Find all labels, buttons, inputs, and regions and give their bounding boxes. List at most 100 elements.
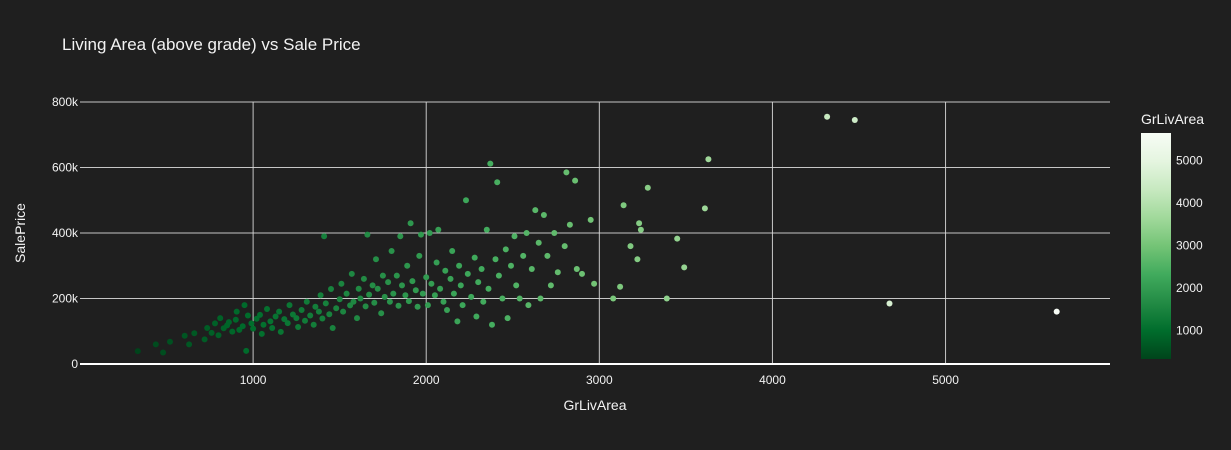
data-point[interactable] — [824, 113, 831, 120]
data-point[interactable] — [537, 295, 544, 302]
data-point[interactable] — [286, 302, 293, 309]
data-point[interactable] — [423, 274, 430, 281]
data-point[interactable] — [340, 308, 347, 315]
data-point[interactable] — [333, 305, 340, 312]
data-point[interactable] — [419, 290, 426, 297]
data-point[interactable] — [886, 300, 893, 307]
data-point[interactable] — [381, 293, 388, 300]
data-point[interactable] — [328, 286, 334, 292]
data-point[interactable] — [523, 230, 530, 236]
data-point[interactable] — [298, 307, 305, 313]
data-point[interactable] — [284, 320, 291, 327]
data-point[interactable] — [544, 252, 551, 259]
data-point[interactable] — [483, 226, 490, 233]
data-point[interactable] — [551, 230, 558, 236]
data-point[interactable] — [293, 315, 300, 322]
data-point[interactable] — [705, 156, 712, 163]
data-point[interactable] — [319, 315, 326, 322]
data-point[interactable] — [409, 278, 416, 285]
data-point[interactable] — [239, 323, 246, 330]
data-point[interactable] — [535, 239, 542, 246]
data-point[interactable] — [471, 254, 478, 261]
data-point[interactable] — [348, 270, 355, 277]
data-point[interactable] — [357, 295, 364, 302]
data-point[interactable] — [426, 230, 433, 236]
data-point[interactable] — [272, 313, 279, 320]
data-point[interactable] — [511, 233, 518, 240]
data-point[interactable] — [437, 285, 444, 292]
data-point[interactable] — [160, 349, 167, 356]
data-point[interactable] — [204, 325, 211, 331]
data-point[interactable] — [302, 317, 308, 324]
data-point[interactable] — [343, 290, 350, 297]
data-point[interactable] — [547, 282, 554, 289]
data-point[interactable] — [407, 220, 414, 227]
data-point[interactable] — [208, 329, 215, 336]
data-point[interactable] — [502, 246, 509, 253]
data-point[interactable] — [449, 248, 456, 254]
data-point[interactable] — [468, 293, 475, 300]
data-point[interactable] — [435, 226, 442, 233]
data-point[interactable] — [366, 291, 373, 298]
data-point[interactable] — [233, 308, 240, 315]
data-point[interactable] — [321, 233, 328, 240]
data-point[interactable] — [485, 285, 492, 292]
data-point[interactable] — [303, 298, 310, 305]
data-point[interactable] — [404, 262, 411, 269]
data-point[interactable] — [253, 315, 260, 322]
data-point[interactable] — [385, 279, 392, 286]
data-point[interactable] — [369, 282, 376, 289]
data-point[interactable] — [397, 233, 404, 240]
data-point[interactable] — [186, 341, 193, 348]
data-point[interactable] — [412, 287, 419, 294]
data-point[interactable] — [378, 310, 385, 317]
data-point[interactable] — [374, 285, 381, 292]
data-point[interactable] — [354, 315, 360, 322]
data-point[interactable] — [447, 275, 454, 282]
data-point[interactable] — [620, 202, 627, 209]
data-point[interactable] — [663, 295, 670, 302]
data-point[interactable] — [260, 321, 267, 328]
data-point[interactable] — [390, 290, 397, 297]
data-point[interactable] — [362, 303, 369, 310]
data-point[interactable] — [248, 320, 255, 327]
data-point[interactable] — [243, 347, 250, 354]
data-point[interactable] — [388, 248, 395, 254]
data-point[interactable] — [428, 280, 435, 287]
data-point[interactable] — [851, 117, 858, 123]
data-point[interactable] — [610, 295, 617, 302]
data-point[interactable] — [554, 269, 561, 276]
data-point[interactable] — [572, 177, 579, 184]
data-point[interactable] — [241, 302, 248, 309]
data-point[interactable] — [459, 302, 466, 309]
data-point[interactable] — [134, 348, 141, 355]
data-point[interactable] — [191, 330, 198, 337]
data-point[interactable] — [617, 283, 624, 290]
data-point[interactable] — [373, 256, 379, 263]
data-point[interactable] — [364, 231, 371, 238]
data-point[interactable] — [152, 341, 159, 348]
data-point[interactable] — [681, 264, 688, 271]
data-point[interactable] — [587, 216, 594, 223]
data-point[interactable] — [167, 338, 173, 345]
data-point[interactable] — [295, 324, 302, 330]
data-point[interactable] — [1053, 308, 1060, 315]
data-point[interactable] — [350, 298, 357, 305]
data-point[interactable] — [379, 272, 386, 279]
data-point[interactable] — [232, 316, 239, 323]
data-point[interactable] — [492, 256, 499, 263]
data-point[interactable] — [644, 184, 651, 191]
data-point[interactable] — [395, 302, 402, 309]
data-point[interactable] — [450, 290, 457, 297]
data-point[interactable] — [181, 332, 188, 339]
data-point[interactable] — [440, 298, 447, 305]
data-point[interactable] — [475, 279, 482, 286]
data-point[interactable] — [414, 303, 421, 310]
data-point[interactable] — [431, 292, 438, 299]
data-point[interactable] — [310, 321, 317, 328]
data-point[interactable] — [399, 282, 405, 289]
data-point[interactable] — [563, 169, 570, 176]
data-point[interactable] — [212, 320, 218, 327]
data-point[interactable] — [267, 318, 274, 325]
data-point[interactable] — [258, 330, 265, 337]
